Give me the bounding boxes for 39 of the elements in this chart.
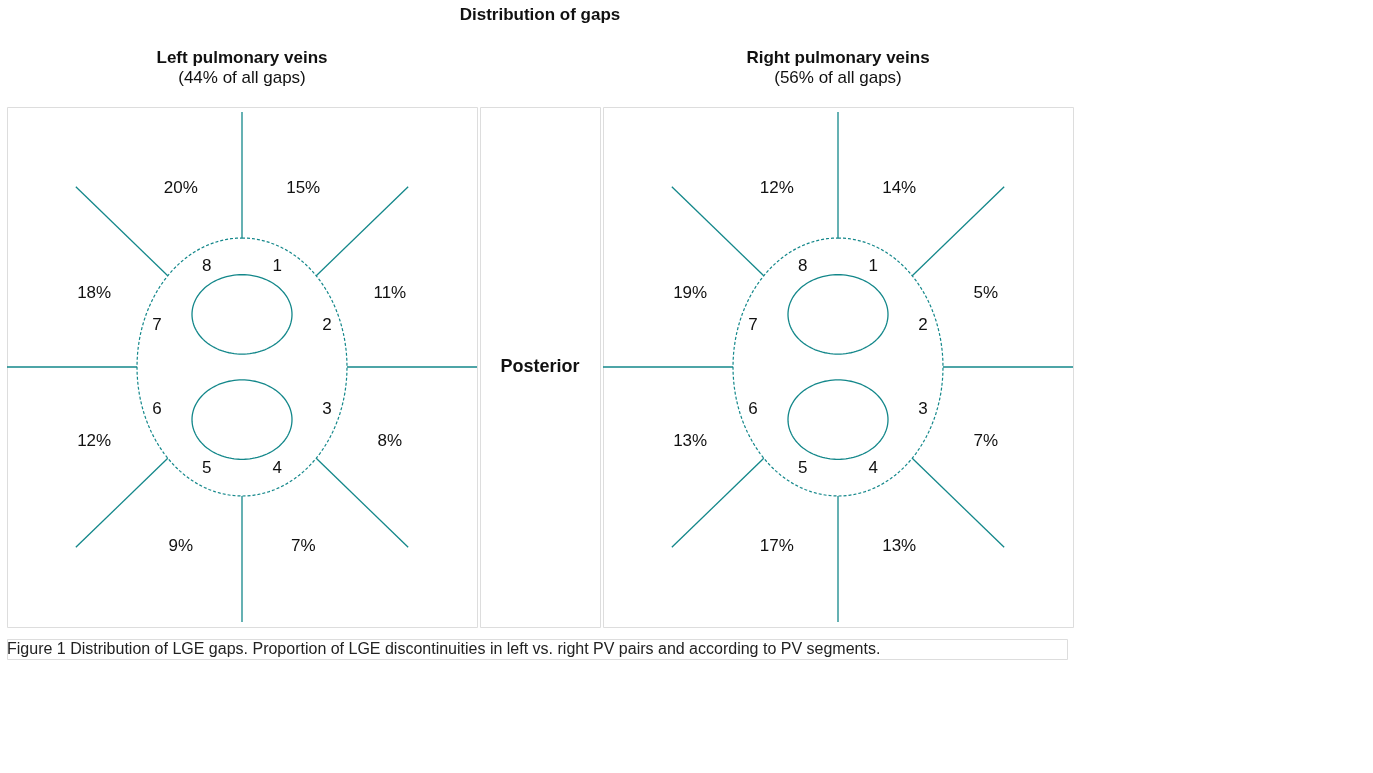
- category-label: 1: [272, 256, 282, 276]
- data-label: 19%: [673, 282, 708, 302]
- data-label: 8%: [377, 431, 403, 451]
- text: (56% of all gaps): [774, 68, 902, 87]
- data-label: 5%: [973, 282, 999, 302]
- category-label: 4: [868, 457, 878, 477]
- caption: Figure 1 Distribution of LGE gaps. Proportion of LGE discontinuities in left vs. right PV pairs and according to PV segments.: [7, 640, 881, 657]
- data-label: 20%: [163, 178, 198, 198]
- data-label: 7%: [290, 535, 316, 555]
- category-label: 3: [918, 398, 928, 418]
- category-label: 5: [798, 457, 808, 477]
- data-label: 7%: [973, 431, 999, 451]
- category-label: 1: [868, 256, 878, 276]
- text: Distribution of gaps: [459, 4, 621, 24]
- category-label: 8: [202, 256, 212, 276]
- data-label: 13%: [673, 431, 708, 451]
- text: Right pulmonary veins: [746, 48, 930, 67]
- text: (44% of all gaps): [178, 68, 306, 87]
- category-label: 5: [202, 457, 212, 477]
- text: Left pulmonary veins: [156, 48, 328, 67]
- category-label: 6: [748, 398, 758, 418]
- text: Posterior: [500, 356, 580, 376]
- category-label: 8: [798, 256, 808, 276]
- category-label: 2: [918, 315, 928, 335]
- data-label: 11%: [373, 282, 407, 302]
- category-label: 4: [272, 457, 282, 477]
- category-label: 7: [152, 315, 162, 335]
- data-label: 12%: [77, 431, 112, 451]
- category-label: 7: [748, 315, 758, 335]
- data-label: 17%: [759, 535, 794, 555]
- data-label: 9%: [168, 535, 194, 555]
- data-label: 13%: [882, 535, 917, 555]
- category-label: 3: [322, 398, 332, 418]
- data-label: 14%: [882, 178, 917, 198]
- data-label: 18%: [77, 282, 112, 302]
- category-label: 2: [322, 315, 332, 335]
- data-label: 12%: [759, 178, 794, 198]
- data-label: 15%: [286, 178, 321, 198]
- category-label: 6: [152, 398, 162, 418]
